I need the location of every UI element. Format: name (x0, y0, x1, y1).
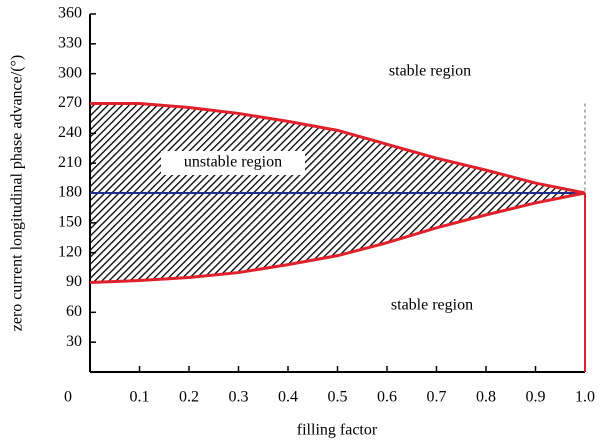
annotation: stable region (389, 63, 471, 80)
x-tick-label: 1.0 (575, 389, 595, 406)
y-tick-label: 30 (66, 333, 82, 350)
x-axis-label: filling factor (297, 422, 378, 439)
annotation-background (161, 151, 305, 175)
y-tick-label: 90 (66, 273, 82, 290)
y-tick-label: 360 (58, 5, 82, 22)
x-tick-label: 0.4 (278, 389, 298, 406)
annotation: unstable region (184, 154, 282, 171)
x-tick-label: 0.9 (526, 389, 546, 406)
y-tick-label: 150 (58, 214, 82, 231)
y-tick-label: 180 (58, 184, 82, 201)
y-tick-label: 60 (66, 303, 82, 320)
y-tick-label: 300 (58, 64, 82, 81)
y-axis-label: zero current longitudinal phase advance/… (9, 55, 26, 332)
y-tick-label: 270 (58, 94, 82, 111)
y-tick-label: 120 (58, 243, 82, 260)
x-tick-label: 0.1 (130, 389, 150, 406)
x-tick-label: 0 (64, 389, 72, 406)
y-tick-label: 240 (58, 124, 82, 141)
annotation: stable region (391, 297, 473, 314)
x-tick-label: 0.2 (179, 389, 199, 406)
y-tick-label: 330 (58, 35, 82, 52)
x-tick-label: 0.7 (427, 389, 447, 406)
x-tick-label: 0.8 (476, 389, 496, 406)
x-tick-label: 0.6 (377, 389, 397, 406)
x-tick-label: 0.3 (229, 389, 249, 406)
y-tick-label: 210 (58, 154, 82, 171)
x-tick-label: 0.5 (328, 389, 348, 406)
curve (90, 102, 586, 195)
curve (89, 191, 586, 284)
